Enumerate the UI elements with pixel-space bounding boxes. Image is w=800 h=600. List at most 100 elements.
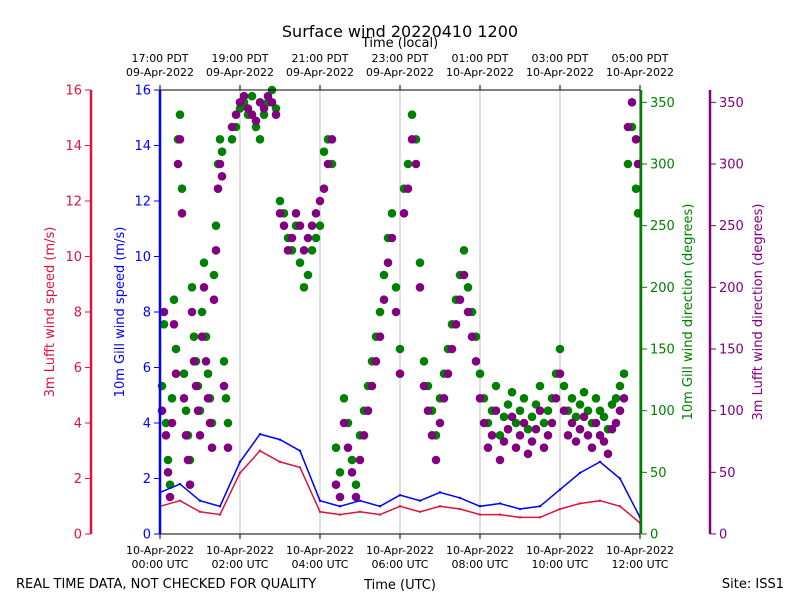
- gill_dir-point: [607, 400, 617, 409]
- lufft_dir-point: [183, 455, 193, 465]
- lufft_speed-point: [518, 516, 522, 519]
- top-tick-time: 17:00 PDT: [131, 52, 188, 65]
- gill_dir-tick-label: 0: [650, 528, 658, 543]
- gill_speed-point: [478, 505, 482, 508]
- gill_dir-tick-label: 100: [650, 404, 675, 419]
- lufft_dir-point: [279, 221, 289, 230]
- lufft_dir-point: [575, 424, 585, 434]
- lufft_dir-point: [319, 184, 329, 193]
- gill_speed-point: [618, 477, 622, 480]
- gill_speed-axis-label: 10m Gill wind speed (m/s): [113, 227, 128, 398]
- lufft_speed-point: [278, 460, 282, 464]
- lufft_speed-point: [178, 499, 182, 502]
- lufft_dir-point: [487, 431, 497, 440]
- lufft_speed-point: [458, 507, 462, 511]
- lufft_speed-point: [618, 505, 622, 508]
- lufft_speed-axis-label: 3m Lufft wind speed (m/s): [43, 227, 58, 398]
- gill_speed-point: [398, 493, 402, 497]
- gill_dir-point: [543, 406, 553, 415]
- chart-title: Surface wind 20220410 1200: [282, 22, 518, 41]
- lufft_dir-point: [571, 437, 581, 446]
- lufft_dir-point: [195, 431, 205, 440]
- gill_speed-point: [538, 505, 542, 508]
- gill_speed-tick-label: 8: [143, 306, 151, 321]
- lufft_dir-point: [347, 468, 357, 477]
- gill_speed-point: [378, 505, 382, 508]
- lufft_speed-point: [558, 507, 562, 511]
- top-tick-date: 09-Apr-2022: [286, 66, 354, 79]
- lufft_dir-tick-label: 300: [719, 158, 744, 173]
- top-tick-date: 10-Apr-2022: [606, 66, 674, 79]
- gill_dir-point: [539, 418, 549, 428]
- gill_speed-tick-label: 12: [134, 195, 151, 210]
- lufft_dir-point: [175, 135, 185, 144]
- lufft_dir-point: [171, 369, 181, 378]
- gill_speed-point: [318, 499, 322, 502]
- lufft_dir-point: [431, 455, 441, 465]
- lufft_dir-point: [631, 135, 641, 144]
- top-tick-time: 03:00 PDT: [531, 52, 588, 65]
- lufft_dir-point: [443, 369, 453, 378]
- gill_dir-point: [395, 344, 405, 354]
- lufft_speed-point: [338, 513, 342, 516]
- gill_dir-point: [491, 381, 501, 391]
- top-tick-time: 19:00 PDT: [211, 52, 268, 65]
- gill_speed-point: [198, 499, 202, 502]
- lufft_dir-point: [235, 98, 245, 107]
- lufft_dir-point: [467, 332, 477, 341]
- lufft_dir-point: [607, 424, 617, 434]
- gill_dir-point: [251, 122, 261, 132]
- gill_speed-point: [498, 502, 502, 505]
- lufft_dir-point: [579, 412, 589, 422]
- gill_speed-point: [458, 496, 462, 500]
- lufft_speed-tick-label: 14: [65, 139, 82, 154]
- lufft_dir-tick-label: 200: [719, 281, 744, 296]
- gill_dir-point: [199, 258, 209, 267]
- gill_speed-point: [518, 507, 522, 511]
- lufft_dir-point: [627, 98, 637, 107]
- lufft_dir-point: [519, 418, 529, 428]
- gill_dir-point: [339, 394, 349, 403]
- gill_speed-point: [218, 505, 222, 508]
- gill_dir-point: [219, 357, 229, 366]
- lufft_dir-point: [205, 418, 215, 428]
- bottom-tick-time: 06:00 UTC: [371, 558, 428, 571]
- lufft_speed-point: [358, 510, 362, 513]
- lufft_dir-tick-label: 0: [719, 528, 727, 543]
- lufft_dir-point: [415, 283, 425, 292]
- lufft_dir-point: [563, 431, 573, 440]
- gill_dir-point: [167, 394, 177, 403]
- gill_dir-point: [169, 295, 179, 304]
- lufft_dir-point: [423, 406, 433, 415]
- gill_dir-point: [179, 369, 189, 378]
- lufft_dir-point: [287, 233, 297, 243]
- lufft_dir-point: [343, 443, 353, 452]
- gill_dir-point: [215, 135, 225, 144]
- gill_speed-point: [418, 499, 422, 502]
- gill_dir-point: [583, 406, 593, 415]
- gill-direction-axis: 0 50 100 150 200 250 300 350 10m Gill wind direc…: [639, 90, 696, 543]
- lufft_dir-point: [185, 480, 195, 489]
- lufft_speed-tick-label: 4: [74, 417, 82, 432]
- bottom-tick-time: 04:00 UTC: [291, 558, 348, 571]
- lufft_dir-point: [479, 418, 489, 428]
- gill_dir-tick-label: 200: [650, 281, 675, 296]
- lufft_dir-point: [173, 159, 183, 169]
- gill_dir-point: [535, 381, 545, 391]
- gill_dir-axis-label: 10m Gill wind direction (degrees): [681, 204, 696, 421]
- lufft_dir-point: [523, 449, 533, 459]
- lufft_dir-point: [503, 424, 513, 434]
- gill_dir-tick-label: 300: [650, 158, 675, 173]
- lufft_dir-point: [217, 172, 227, 181]
- lufft_speed-tick-label: 8: [74, 306, 82, 321]
- lufft_speed-point: [438, 505, 442, 508]
- gill_dir-point: [375, 307, 385, 317]
- lufft_dir-point: [599, 437, 609, 446]
- top-tick-date: 10-Apr-2022: [526, 66, 594, 79]
- lufft_dir-tick-label: 50: [719, 466, 736, 481]
- gill_dir-point: [315, 221, 325, 230]
- lufft_dir-point: [535, 406, 545, 415]
- lufft_speed-point: [598, 499, 602, 502]
- lufft_dir-point: [363, 406, 373, 415]
- gill_speed-tick-label: 0: [143, 528, 151, 543]
